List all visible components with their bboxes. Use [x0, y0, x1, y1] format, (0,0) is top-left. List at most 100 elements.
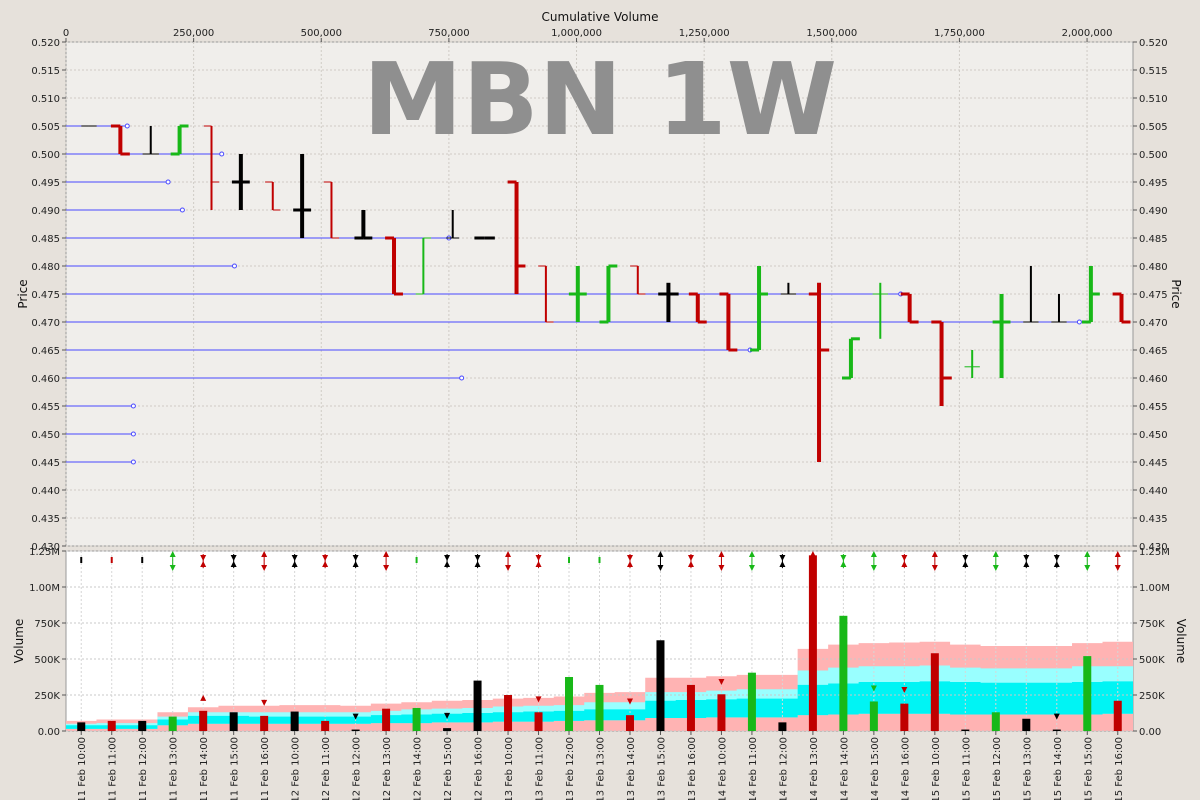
up-arrow-marker [535, 561, 542, 567]
up-arrow-marker [901, 561, 908, 567]
price-tick-label: 0.490 [1139, 206, 1168, 217]
ohlc-bar [630, 265, 646, 295]
up-arrow-marker [352, 561, 359, 567]
volume-bar [1083, 656, 1092, 731]
cumvol-tick-label: 1,500,000 [806, 28, 857, 39]
price-level-endpoint [1076, 319, 1082, 325]
time-tick-label: 13 Feb 15:00 [656, 737, 667, 800]
volume-tick-label: 1.25M [1139, 547, 1170, 558]
volume-tick-label: 0.00 [38, 727, 60, 738]
ohlc-bar [265, 181, 281, 211]
price-tick-label: 0.485 [1139, 234, 1168, 245]
ohlc-bar [323, 181, 340, 239]
volume-bar [656, 640, 665, 731]
up-arrow-marker [444, 561, 451, 567]
ohlc-bar [719, 292, 738, 352]
price-tick-label: 0.465 [31, 346, 60, 357]
volume-bar [443, 728, 452, 731]
price-tick-label: 0.480 [31, 262, 60, 273]
price-tick-label: 0.440 [31, 486, 60, 497]
ohlc-bar [415, 237, 432, 295]
volume-tick-label: 250K [1139, 691, 1165, 702]
price-level-endpoint [179, 207, 185, 213]
down-arrow-marker [1084, 565, 1091, 571]
price-tick-label: 0.520 [1139, 38, 1168, 49]
volume-bar [686, 684, 695, 731]
price-label-left: Price [16, 279, 30, 308]
volume-bar [229, 712, 238, 731]
price-tick-label: 0.485 [31, 234, 60, 245]
time-tick-label: 11 Feb 10:00 [77, 737, 88, 800]
down-arrow-marker [352, 555, 359, 561]
up-arrow-marker [322, 561, 329, 567]
time-tick-label: 14 Feb 10:00 [717, 737, 728, 800]
time-tick-label: 12 Feb 12:00 [352, 737, 363, 800]
inline-direction-marker [870, 685, 877, 692]
up-arrow-marker [169, 551, 176, 557]
ohlc-bar [1051, 294, 1067, 323]
price-tick-label: 0.495 [31, 178, 60, 189]
price-tick-label: 0.435 [1139, 514, 1168, 525]
time-tick-label: 14 Feb 13:00 [809, 737, 820, 800]
cumvol-tick-label: 0 [63, 28, 69, 39]
ohlc-bar [1112, 292, 1131, 324]
price-tick-label: 0.515 [1139, 66, 1168, 77]
volume-bar [930, 653, 939, 731]
volume-bar [260, 715, 269, 731]
volume-bands [66, 641, 1133, 731]
cumvol-tick-label: 1,250,000 [679, 28, 730, 39]
volume-bar [961, 729, 970, 731]
price-tick-label: 0.510 [31, 94, 60, 105]
up-arrow-marker [291, 561, 298, 567]
inline-direction-marker [200, 694, 207, 701]
ohlc-bar [170, 124, 189, 156]
volume-bar [473, 680, 482, 731]
up-arrow-marker [779, 561, 786, 567]
up-arrow-marker [1023, 561, 1030, 567]
ohlc-bar [110, 124, 130, 156]
time-tick-label: 12 Feb 10:00 [291, 737, 302, 800]
down-arrow-marker [230, 555, 237, 561]
ohlc-bars [81, 124, 1131, 462]
time-tick-label: 13 Feb 14:00 [626, 737, 637, 800]
time-tick-label: 12 Feb 13:00 [382, 737, 393, 800]
price-level-endpoint [219, 151, 225, 157]
ohlc-bar [568, 266, 587, 322]
volume-tick-label: 500K [1139, 655, 1165, 666]
price-tick-label: 0.430 [1139, 542, 1168, 553]
volume-bar [747, 672, 756, 731]
volume-tick-label: 1.25M [29, 547, 60, 558]
down-arrow-marker [474, 555, 481, 561]
cumulative-volume-label: Cumulative Volume [542, 10, 659, 24]
ohlc-bar [293, 154, 312, 238]
up-arrow-marker [1053, 561, 1060, 567]
down-arrow-marker [383, 565, 390, 571]
volume-bar [290, 711, 299, 731]
volume-bar [107, 720, 116, 731]
down-arrow-marker [169, 565, 176, 571]
time-tick-label: 14 Feb 16:00 [900, 737, 911, 800]
price-tick-label: 0.505 [1139, 122, 1168, 133]
price-tick-label: 0.475 [31, 290, 60, 301]
up-arrow-marker [748, 551, 755, 557]
inline-direction-marker [1053, 713, 1060, 720]
down-arrow-marker [931, 565, 938, 571]
up-arrow-marker [718, 551, 725, 557]
price-tick-label: 0.510 [1139, 94, 1168, 105]
time-axis: 11 Feb 10:00 11 Feb 11:00 11 Feb 12:00 11 F… [77, 731, 1125, 800]
volume-bar [991, 712, 1000, 731]
time-tick-label: 13 Feb 10:00 [504, 737, 515, 800]
price-tick-label: 0.470 [31, 318, 60, 329]
up-arrow-marker [992, 551, 999, 557]
down-arrow-marker [748, 565, 755, 571]
price-level-endpoint [130, 431, 136, 437]
volume-bar [1052, 729, 1061, 731]
down-arrow-marker [779, 555, 786, 561]
time-tick-label: 15 Feb 11:00 [961, 737, 972, 800]
price-tick-label: 0.450 [1139, 430, 1168, 441]
volume-bar [504, 695, 513, 731]
volume-bar [382, 708, 391, 731]
volume-bar [839, 615, 848, 731]
inline-direction-marker [901, 686, 908, 693]
price-tick-label: 0.500 [31, 150, 60, 161]
